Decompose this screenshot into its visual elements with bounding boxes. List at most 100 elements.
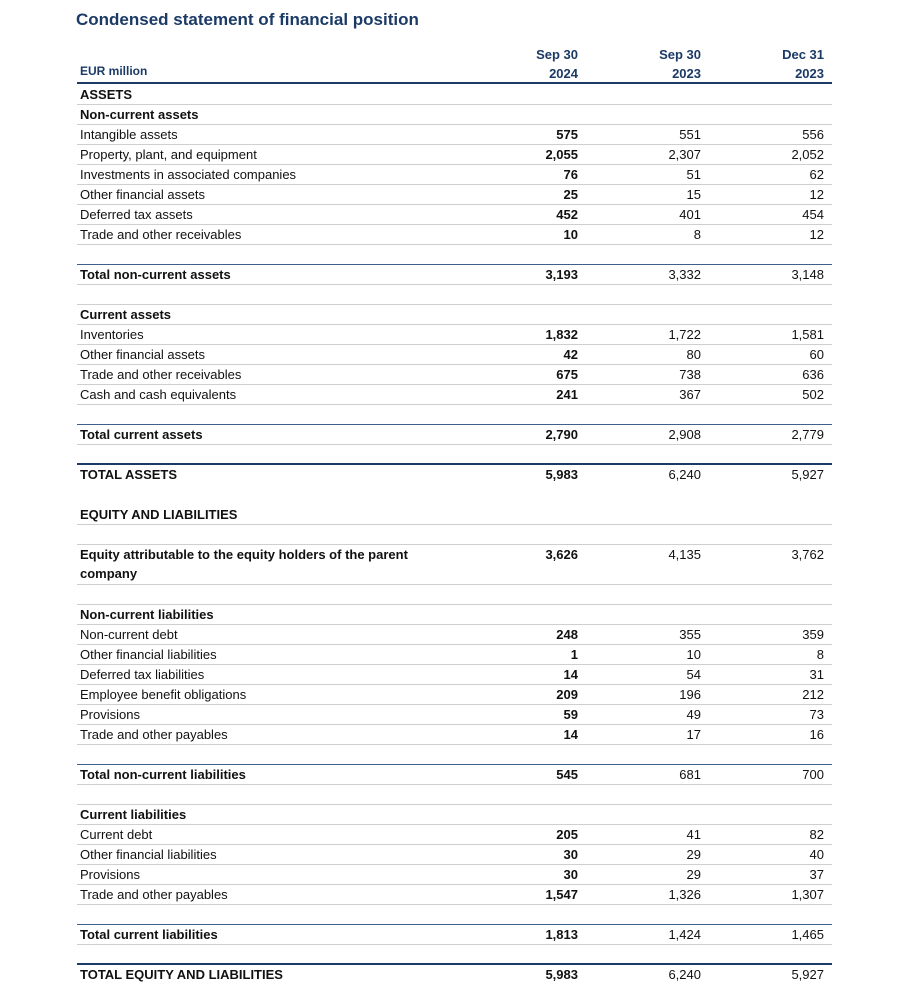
grand-total-rule	[77, 963, 832, 965]
cell-value: 700	[802, 767, 824, 782]
row-rule	[77, 324, 832, 325]
cell-value: 3,193	[545, 267, 578, 282]
total-rule	[77, 264, 832, 265]
row-label: Current liabilities	[80, 807, 187, 822]
header-rule	[77, 82, 832, 84]
cell-value: 241	[556, 387, 578, 402]
row-label: Inventories	[80, 327, 144, 342]
cell-value: 59	[563, 707, 578, 722]
row-label: Cash and cash equivalents	[80, 387, 237, 402]
cell-value: 1,581	[791, 327, 824, 342]
row-label: Non-current assets	[80, 107, 199, 122]
row-label: Deferred tax liabilities	[80, 667, 205, 682]
cell-value: 10	[686, 647, 701, 662]
row-rule	[77, 584, 832, 585]
cell-value: 5,983	[545, 467, 578, 482]
cell-value: 1,307	[791, 887, 824, 902]
cell-value: 2,307	[668, 147, 701, 162]
row-label: Other financial liabilities	[80, 847, 217, 862]
cell-value: 738	[679, 367, 701, 382]
row-rule	[77, 304, 832, 305]
cell-value: 205	[556, 827, 578, 842]
cell-value: 1,465	[791, 927, 824, 942]
cell-value: 76	[563, 167, 578, 182]
row-label: Provisions	[80, 707, 140, 722]
cell-value: 5,927	[791, 467, 824, 482]
row-rule	[77, 384, 832, 385]
cell-value: 2,790	[545, 427, 578, 442]
cell-value: 212	[802, 687, 824, 702]
cell-value: 209	[556, 687, 578, 702]
row-label: Other financial assets	[80, 347, 206, 362]
cell-value: 1	[570, 647, 578, 662]
cell-value: 2,779	[791, 427, 824, 442]
cell-value: 367	[679, 387, 701, 402]
cell-value: 545	[556, 767, 578, 782]
cell-value: 37	[809, 867, 824, 882]
row-rule	[77, 904, 832, 905]
cell-value: 3,148	[791, 267, 824, 282]
row-rule	[77, 864, 832, 865]
row-rule	[77, 524, 832, 525]
row-label: TOTAL ASSETS	[80, 467, 178, 482]
row-label: Other financial liabilities	[80, 647, 217, 662]
cell-value: 636	[802, 367, 824, 382]
column-header: 2024	[549, 66, 578, 81]
row-rule	[77, 404, 832, 405]
cell-value: 196	[679, 687, 701, 702]
row-rule	[77, 744, 832, 745]
cell-value: 41	[686, 827, 701, 842]
cell-value: 3,332	[668, 267, 701, 282]
row-label: Investments in associated companies	[80, 167, 297, 182]
row-label: Non-current liabilities	[80, 607, 214, 622]
cell-value: 51	[686, 167, 701, 182]
row-label: Total non-current liabilities	[80, 767, 246, 782]
row-rule	[77, 704, 832, 705]
row-rule	[77, 104, 832, 105]
row-label: Intangible assets	[80, 127, 178, 142]
cell-value: 14	[563, 667, 578, 682]
cell-value: 452	[556, 207, 578, 222]
cell-value: 2,052	[791, 147, 824, 162]
row-label: Current assets	[80, 307, 172, 322]
cell-value: 62	[809, 167, 824, 182]
cell-value: 31	[809, 667, 824, 682]
row-rule	[77, 724, 832, 725]
column-header: 2023	[672, 66, 701, 81]
row-label: Total current assets	[80, 427, 203, 442]
row-label: Other financial assets	[80, 187, 206, 202]
row-label: Trade and other receivables	[80, 367, 242, 382]
cell-value: 401	[679, 207, 701, 222]
cell-value: 5,983	[545, 967, 578, 982]
column-header: Sep 30	[536, 47, 578, 62]
row-rule	[77, 344, 832, 345]
cell-value: 681	[679, 767, 701, 782]
row-rule	[77, 604, 832, 605]
cell-value: 3,762	[791, 547, 824, 562]
row-rule	[77, 784, 832, 785]
cell-value: 17	[686, 727, 701, 742]
cell-value: 248	[556, 627, 578, 642]
total-rule	[77, 924, 832, 925]
cell-value: 1,424	[668, 927, 701, 942]
row-label: Trade and other payables	[80, 727, 228, 742]
grand-total-rule	[77, 463, 832, 465]
cell-value: 1,722	[668, 327, 701, 342]
cell-value: 454	[802, 207, 824, 222]
cell-value: 25	[563, 187, 578, 202]
cell-value: 1,832	[545, 327, 578, 342]
cell-value: 5,927	[791, 967, 824, 982]
row-label: ASSETS	[80, 87, 133, 102]
column-header: Dec 31	[782, 47, 824, 62]
row-rule	[77, 844, 832, 845]
row-label: EQUITY AND LIABILITIES	[80, 507, 238, 522]
cell-value: 80	[686, 347, 701, 362]
cell-value: 3,626	[545, 547, 578, 562]
cell-value: 502	[802, 387, 824, 402]
cell-value: 54	[686, 667, 701, 682]
row-label: Non-current debt	[80, 627, 178, 642]
cell-value: 30	[563, 847, 578, 862]
row-rule	[77, 184, 832, 185]
row-label: Provisions	[80, 867, 140, 882]
